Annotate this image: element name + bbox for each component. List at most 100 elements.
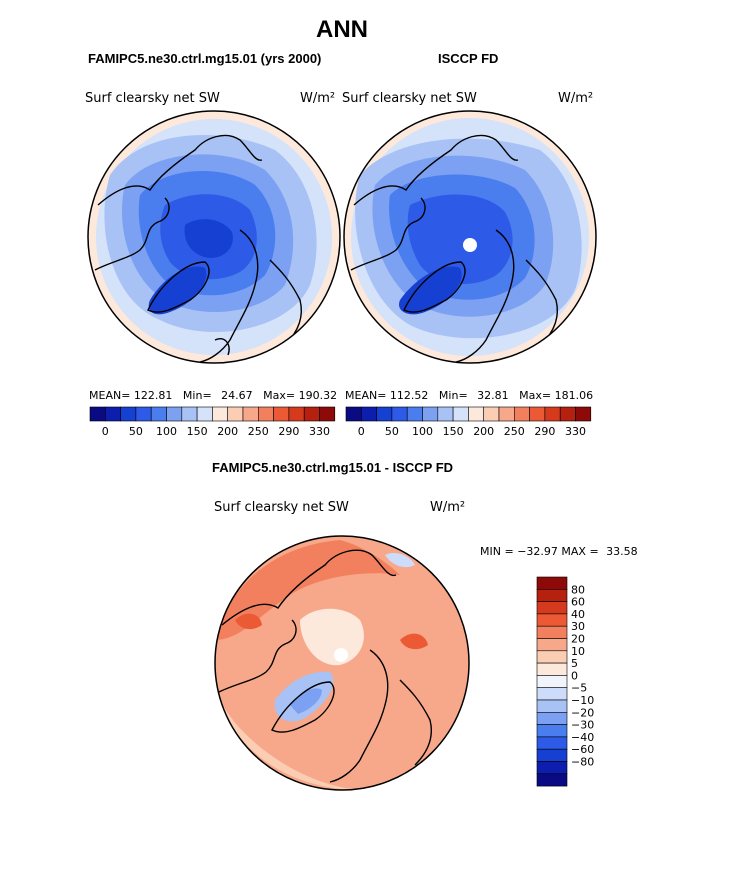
figure-title: ANN	[316, 16, 368, 43]
difference-colorbar-tick-label: −30	[571, 719, 594, 732]
right-mean-value: 112.52	[389, 389, 429, 402]
left-colorbar-swatch	[319, 406, 336, 422]
difference-colorbar-swatch	[536, 712, 568, 725]
right-colorbar-tick-label: 330	[565, 425, 586, 438]
left-colorbar-swatch	[181, 406, 198, 422]
right-max-value: 181.06	[554, 389, 594, 402]
difference-colorbar-swatch	[536, 761, 568, 775]
difference-colorbar-swatch	[536, 662, 568, 676]
left-colorbar-swatch	[105, 406, 121, 422]
right-colorbar-swatch	[575, 406, 592, 422]
difference-colorbar-tick-label: −10	[571, 694, 594, 707]
left-mean-label: MEAN=	[89, 389, 131, 402]
difference-colorbar-swatch	[536, 613, 568, 627]
left-colorbar-swatch	[120, 406, 137, 422]
difference-field-label: Surf clearsky net SW	[214, 500, 349, 515]
right-max-label: Max=	[519, 389, 552, 402]
right-field-label: Surf clearsky net SW	[342, 91, 477, 106]
left-colorbar-swatch	[135, 406, 152, 422]
right-colorbar-swatch	[437, 406, 454, 422]
difference-colorbar-tick-label: 0	[571, 669, 578, 682]
right-colorbar-swatch	[391, 406, 408, 422]
difference-colorbar-tick-label: 60	[571, 596, 585, 609]
difference-colorbar-swatch	[536, 736, 568, 750]
difference-colorbar-swatch	[536, 773, 568, 787]
left-colorbar-tick-label: 290	[278, 425, 299, 438]
difference-min-value: −32.97	[517, 545, 558, 558]
difference-minmax: MIN = −32.97 MAX = 33.58	[480, 545, 638, 558]
right-colorbar-swatch	[452, 406, 469, 422]
right-colorbar-tick-label: 250	[504, 425, 525, 438]
left-colorbar-tick-label: 250	[248, 425, 269, 438]
difference-colorbar-swatch	[536, 724, 568, 738]
right-colorbar-swatch	[544, 406, 561, 422]
difference-colorbar-tick-label: −40	[571, 731, 594, 744]
right-colorbar-swatch	[345, 406, 362, 422]
right-colorbar-swatch	[422, 406, 439, 422]
difference-colorbar-tick-label: 20	[571, 633, 585, 646]
right-colorbar-swatch	[376, 406, 393, 422]
difference-colorbar-swatch	[536, 675, 568, 689]
left-colorbar-tick-label: 200	[217, 425, 238, 438]
left-colorbar-swatch	[242, 406, 259, 422]
left-colorbar-swatch	[273, 406, 290, 422]
left-panel-header: FAMIPC5.ne30.ctrl.mg15.01 (yrs 2000)	[88, 51, 322, 66]
right-min-value: 32.81	[477, 389, 509, 402]
difference-colorbar-tick-label: 40	[571, 608, 585, 621]
left-colorbar-tick-label: 100	[156, 425, 177, 438]
difference-colorbar-tick-label: 30	[571, 620, 585, 633]
difference-colorbar-swatch	[536, 748, 568, 762]
difference-colorbar-tick-label: −60	[571, 743, 594, 756]
right-colorbar-tick-label: 0	[358, 425, 365, 438]
left-colorbar-tick-label: 330	[309, 425, 330, 438]
left-min-label: Min=	[182, 389, 212, 402]
difference-max-label: MAX =	[561, 545, 599, 558]
right-colorbar-swatch	[406, 406, 423, 422]
left-colorbar-tick-label: 50	[129, 425, 143, 438]
difference-header: FAMIPC5.ne30.ctrl.mg15.01 - ISCCP FD	[212, 460, 454, 475]
right-colorbar-tick-label: 200	[473, 425, 494, 438]
left-min-value: 24.67	[221, 389, 253, 402]
right-colorbar-swatch	[529, 406, 546, 422]
difference-colorbar-tick-label: −5	[571, 682, 587, 695]
difference-colorbar-swatch	[536, 687, 568, 701]
right-colorbar-swatch	[483, 406, 500, 422]
left-colorbar-swatch	[227, 406, 244, 422]
difference-colorbar-swatch	[536, 699, 568, 713]
left-colorbar-swatch	[258, 406, 274, 422]
left-colorbar-tick-label: 0	[102, 425, 109, 438]
right-polar-map	[343, 110, 597, 364]
left-field-label: Surf clearsky net SW	[85, 91, 220, 106]
right-colorbar-tick-label: 290	[534, 425, 555, 438]
difference-min-label: MIN =	[480, 545, 514, 558]
difference-units-label: W/m²	[430, 500, 466, 515]
right-colorbar-tick-label: 50	[385, 425, 399, 438]
left-max-value: 190.32	[298, 389, 338, 402]
difference-max-value: 33.58	[606, 545, 638, 558]
left-colorbar-swatch	[288, 406, 305, 422]
difference-colorbar-swatch	[536, 638, 568, 652]
left-units-label: W/m²	[300, 91, 336, 106]
right-colorbar-swatch	[514, 406, 530, 422]
right-units-label: W/m²	[558, 91, 594, 106]
right-stats: MEAN= 112.52 Min= 32.81 Max= 181.06	[345, 389, 593, 402]
right-colorbar-swatch	[498, 406, 515, 422]
left-mean-value: 122.81	[133, 389, 173, 402]
left-colorbar-swatch	[303, 406, 320, 422]
left-stats: MEAN= 122.81 Min= 24.67 Max= 190.32	[89, 389, 337, 402]
right-colorbar-tick-label: 150	[443, 425, 464, 438]
left-polar-map	[87, 110, 341, 364]
right-mean-label: MEAN=	[345, 389, 387, 402]
right-colorbar-swatch	[361, 406, 377, 422]
difference-colorbar-swatch	[536, 650, 568, 664]
difference-colorbar-tick-label: 10	[571, 645, 585, 658]
right-colorbar-tick-label: 100	[412, 425, 433, 438]
left-colorbar-swatch	[150, 406, 167, 422]
left-colorbar-swatch	[89, 406, 106, 422]
right-colorbar: 0 50 100 150 200 250 290 330	[345, 406, 592, 438]
left-colorbar-tick-label: 150	[187, 425, 208, 438]
left-colorbar-swatch	[196, 406, 213, 422]
